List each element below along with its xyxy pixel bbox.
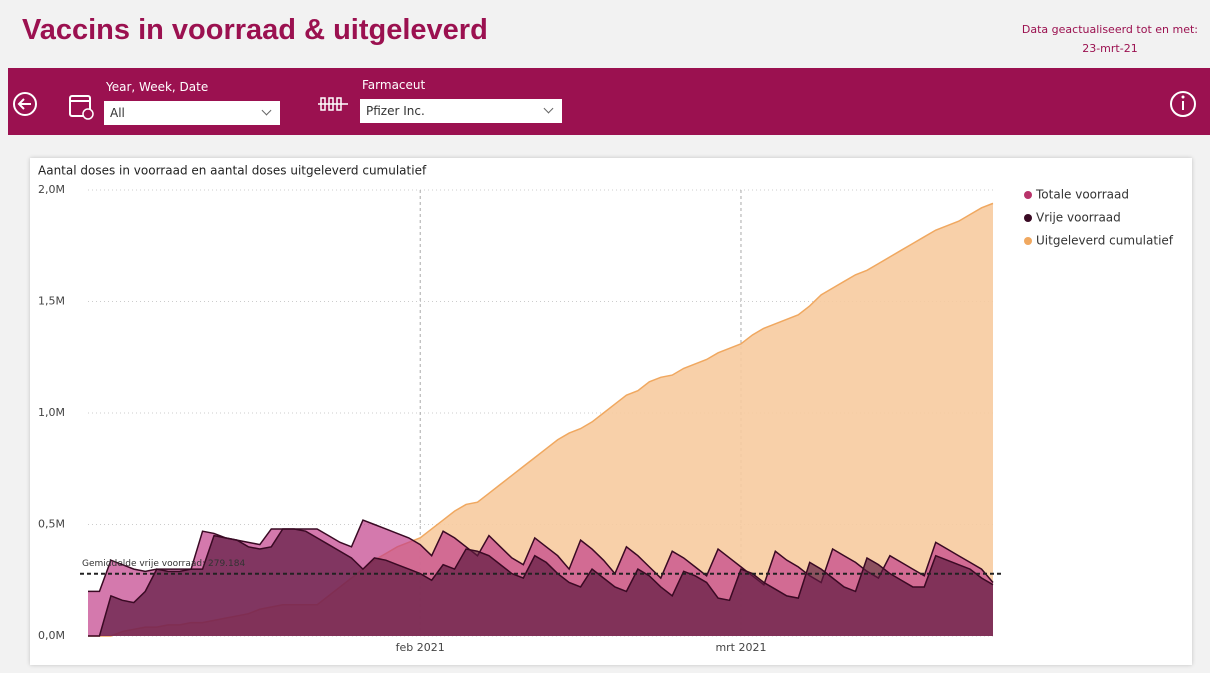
toolbar-icons (13, 91, 1196, 120)
y-tick-label: 0,0M (38, 629, 65, 642)
chart: Aantal doses in voorraad en aantal doses… (38, 164, 1174, 655)
y-tick-label: 2,0M (38, 183, 65, 196)
filter-label: Farmaceut (362, 78, 426, 92)
filter-dropdown[interactable]: Pfizer Inc. (360, 99, 562, 123)
filter-icon (318, 97, 348, 111)
chart-title: Aantal doses in voorraad en aantal doses… (38, 164, 427, 178)
back-button[interactable] (13, 92, 37, 116)
y-tick-label: 1,5M (38, 295, 65, 308)
update-info: Data geactualiseerd tot en met: 23-mrt-21 (1022, 20, 1198, 58)
area (88, 528, 993, 636)
annotation: Gemiddelde vrije voorraad: 279.184 (82, 559, 245, 569)
toolbar: Year, Week, Date All Farmaceut Pfizer In… (8, 68, 1210, 135)
line (88, 528, 994, 637)
update-label: Data geactualiseerd tot en met: (1021, 23, 1198, 36)
calendar-icon (69, 95, 94, 120)
filter-dropdown[interactable]: All (104, 101, 280, 125)
legend-label: Vrije voorraad (1036, 211, 1121, 225)
filter-label: Year, Week, Date (106, 80, 209, 94)
legend-marker (1024, 237, 1032, 245)
update-date: 23-mrt-21 (1082, 42, 1138, 55)
page-title: Vaccins in voorraad & uitgeleverd (22, 14, 488, 46)
x-tick-label: feb 2021 (396, 641, 445, 654)
chart-card: Aantal doses in voorraad en aantal doses… (30, 158, 1192, 665)
x-tick-label: mrt 2021 (715, 641, 766, 654)
legend-label: Totale voorraad (1035, 188, 1129, 202)
area (88, 203, 993, 636)
info-button[interactable] (1170, 91, 1196, 117)
legend-marker (1024, 214, 1032, 222)
legend-marker (1024, 191, 1032, 199)
y-tick-label: 0,5M (38, 518, 65, 531)
y-tick-label: 1,0M (38, 406, 65, 419)
legend-label: Uitgeleverd cumulatief (1036, 234, 1174, 248)
